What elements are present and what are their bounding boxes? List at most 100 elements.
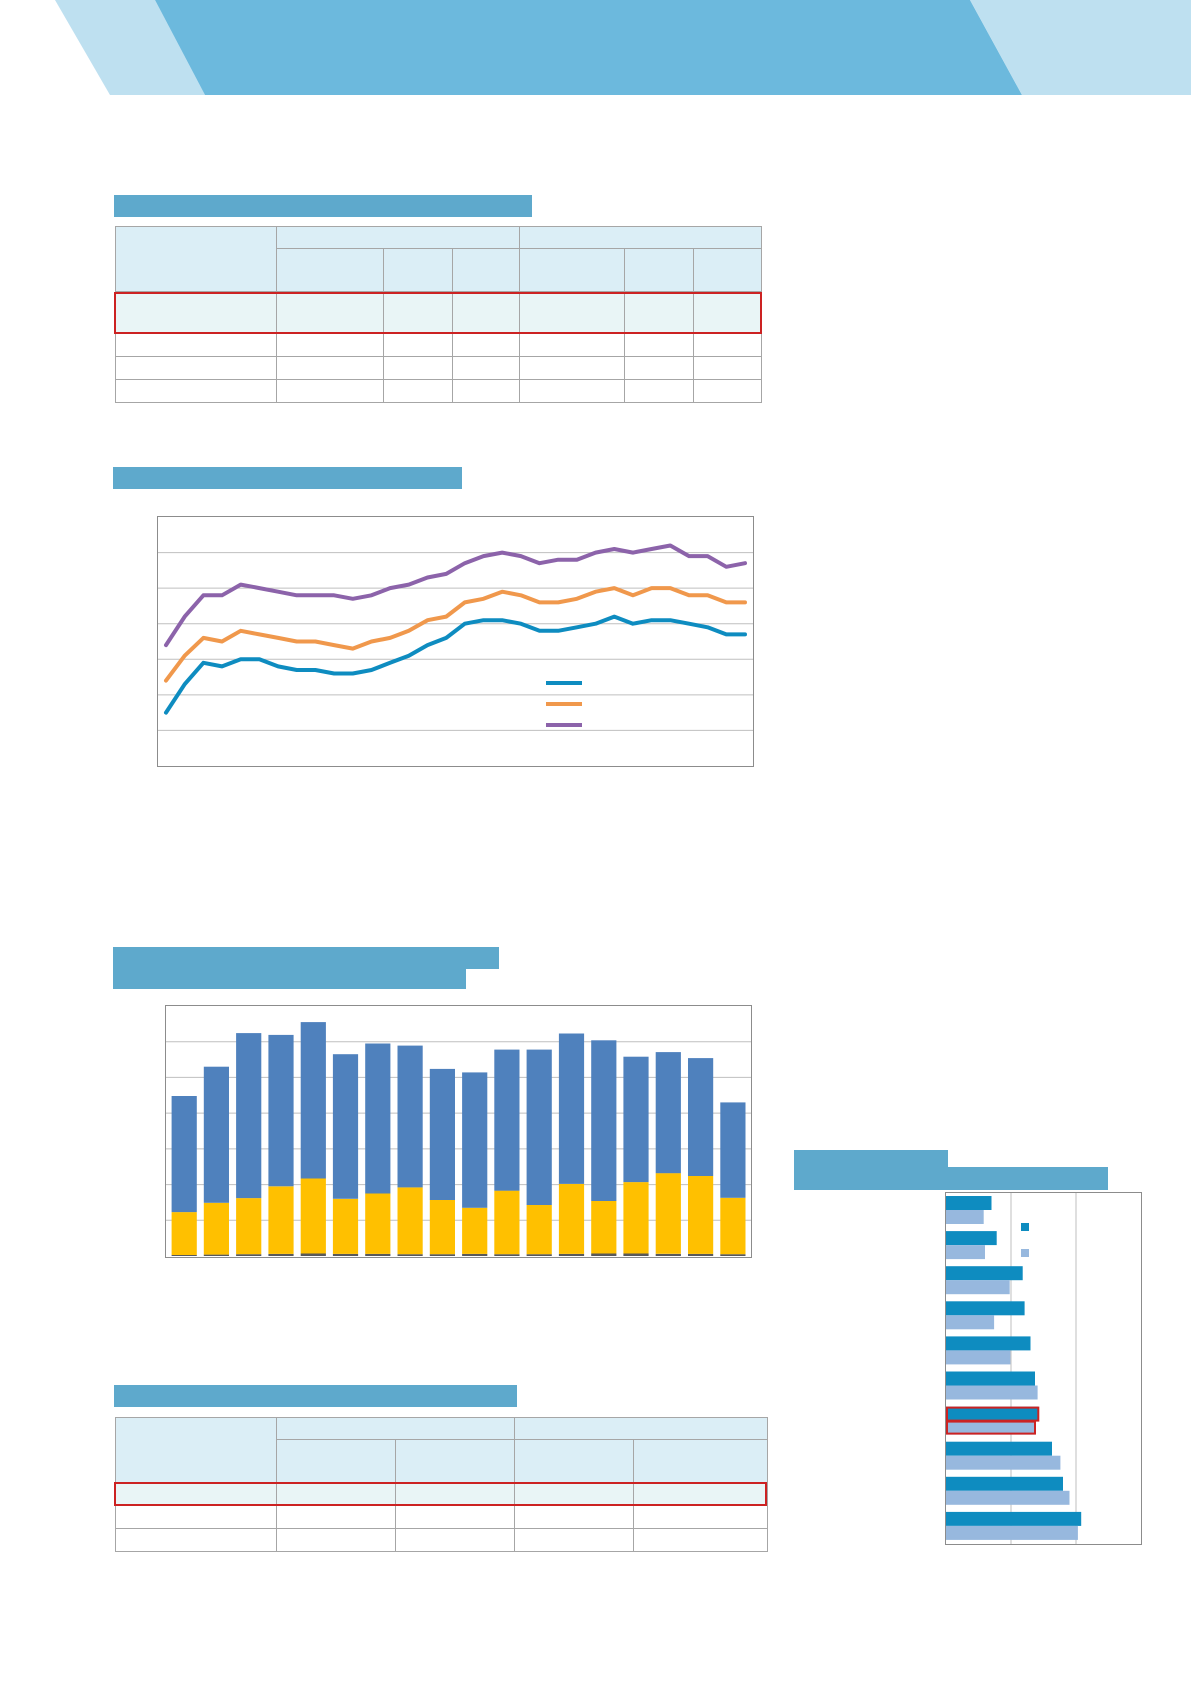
hbar-chart [945, 1192, 1142, 1545]
table-1-subheader-cell [519, 248, 626, 292]
stacked-bar-segment [236, 1198, 262, 1255]
table-2-highlight-outline [114, 1482, 767, 1506]
line-series-1 [164, 614, 747, 715]
hbar-bar [946, 1196, 992, 1210]
stacked-bar-segment [332, 1198, 359, 1254]
section-bar-line-chart [113, 467, 462, 489]
hbar-bar [946, 1280, 1010, 1295]
stacked-bar-segment [655, 1173, 681, 1254]
stacked-bar-segment [429, 1068, 455, 1200]
stacked-bar-segment [526, 1204, 552, 1255]
hbar-bar [946, 1301, 1025, 1316]
section-bar-table-2 [114, 1385, 517, 1407]
stacked-bar-segment [462, 1253, 488, 1256]
stacked-bar-segment [365, 1253, 391, 1256]
stacked-bar-segment [655, 1052, 681, 1174]
stacked-bar-segment [494, 1254, 520, 1256]
line-chart [157, 516, 754, 767]
stacked-bar-segment [688, 1176, 714, 1254]
table-1-highlighted-row [115, 291, 763, 334]
hbar-legend-swatch-2 [1021, 1249, 1029, 1257]
stacked-bar-segment [332, 1253, 359, 1256]
hbar-bar [946, 1476, 1063, 1491]
hbar-bar [946, 1406, 1039, 1421]
table-row [115, 379, 763, 403]
table-2-corner-cell [115, 1417, 277, 1483]
stacked-bar-segment [720, 1197, 746, 1255]
table-1-highlight-outline [114, 292, 762, 334]
data-table-1 [115, 226, 763, 403]
section-bar-stacked-chart [113, 947, 499, 969]
stacked-bar-segment [300, 1253, 326, 1256]
stacked-bar-segment [591, 1040, 617, 1201]
stacked-bar-segment [365, 1193, 391, 1254]
stacked-bar-segment [494, 1049, 520, 1191]
stacked-bar-segment [203, 1254, 229, 1256]
table-1-group-header [519, 226, 763, 249]
stacked-bar-segment [720, 1102, 746, 1198]
table-2-subheader-cell [514, 1439, 634, 1483]
hbar-chart-svg [946, 1193, 1082, 1544]
table-2-group-header [514, 1417, 768, 1440]
hbar-bar [946, 1525, 1078, 1540]
stacked-bar-segment [397, 1187, 423, 1255]
stacked-bar-segment [558, 1183, 585, 1254]
stacked-bar-segment [688, 1058, 714, 1176]
line-chart-svg [158, 543, 753, 731]
stacked-bar-segment [203, 1202, 229, 1255]
stacked-bar-segment [203, 1066, 229, 1203]
stacked-bar-chart [165, 1005, 752, 1258]
hbar-bar [946, 1231, 997, 1246]
table-row [115, 1528, 768, 1552]
line-series-2 [164, 586, 747, 683]
stacked-bar-segment [429, 1199, 455, 1255]
hbar-bar [946, 1441, 1052, 1456]
banner-right-shape [970, 0, 1191, 95]
hbar-bar [946, 1455, 1061, 1470]
table-1-subheader-row [116, 248, 763, 292]
stacked-bar-chart-svg [166, 1022, 751, 1256]
stacked-bar-segment [397, 1045, 423, 1188]
stacked-bar-segment [429, 1254, 455, 1256]
stacked-bar-segment [236, 1254, 262, 1256]
stacked-bar-segment [171, 1254, 197, 1256]
stacked-bar-segment [332, 1054, 359, 1199]
stacked-bar-segment [171, 1096, 197, 1213]
hbar-bar [946, 1336, 1031, 1351]
stacked-bar-segment [720, 1254, 746, 1256]
hbar-highlight-outline [946, 1420, 1036, 1435]
hbar-bar [946, 1511, 1082, 1526]
table-1-subheader-cell [276, 248, 384, 292]
section-bar-hbar-chart-line-2 [948, 1167, 1108, 1190]
stacked-bar-segment [623, 1056, 649, 1183]
hbar-bar [946, 1350, 1011, 1365]
table-1-header-row [115, 226, 763, 292]
stacked-bar-segment [462, 1207, 488, 1254]
table-2-subheader-cell [276, 1439, 396, 1483]
table-2-header-row [115, 1417, 768, 1483]
stacked-bar-segment [526, 1049, 552, 1205]
hbar-bar [946, 1210, 984, 1224]
stacked-bar-segment [623, 1253, 649, 1256]
stacked-bar-segment [268, 1034, 294, 1187]
table-1-corner-cell [115, 226, 277, 292]
table-2-highlighted-row [115, 1482, 768, 1506]
stacked-bar-segment [171, 1212, 197, 1255]
top-banner [55, 0, 1191, 95]
hbar-bar [946, 1385, 1038, 1400]
stacked-bar-segment [494, 1190, 520, 1255]
table-row [115, 1505, 768, 1529]
stacked-bar-segment [462, 1072, 488, 1208]
banner-main-shape [155, 0, 1022, 95]
hbar-bar [946, 1266, 1023, 1281]
table-2-subheader-row [116, 1439, 768, 1483]
section-bar-hbar-chart [794, 1150, 948, 1190]
stacked-bar-segment [526, 1254, 552, 1256]
table-1-subheader-cell [693, 248, 763, 292]
table-1-group-header [275, 226, 521, 249]
stacked-bar-segment [591, 1201, 617, 1254]
line-series-3 [164, 543, 747, 648]
stacked-bar-segment [655, 1253, 681, 1256]
stacked-bar-segment [236, 1033, 262, 1199]
table-1-subheader-cell [383, 248, 453, 292]
